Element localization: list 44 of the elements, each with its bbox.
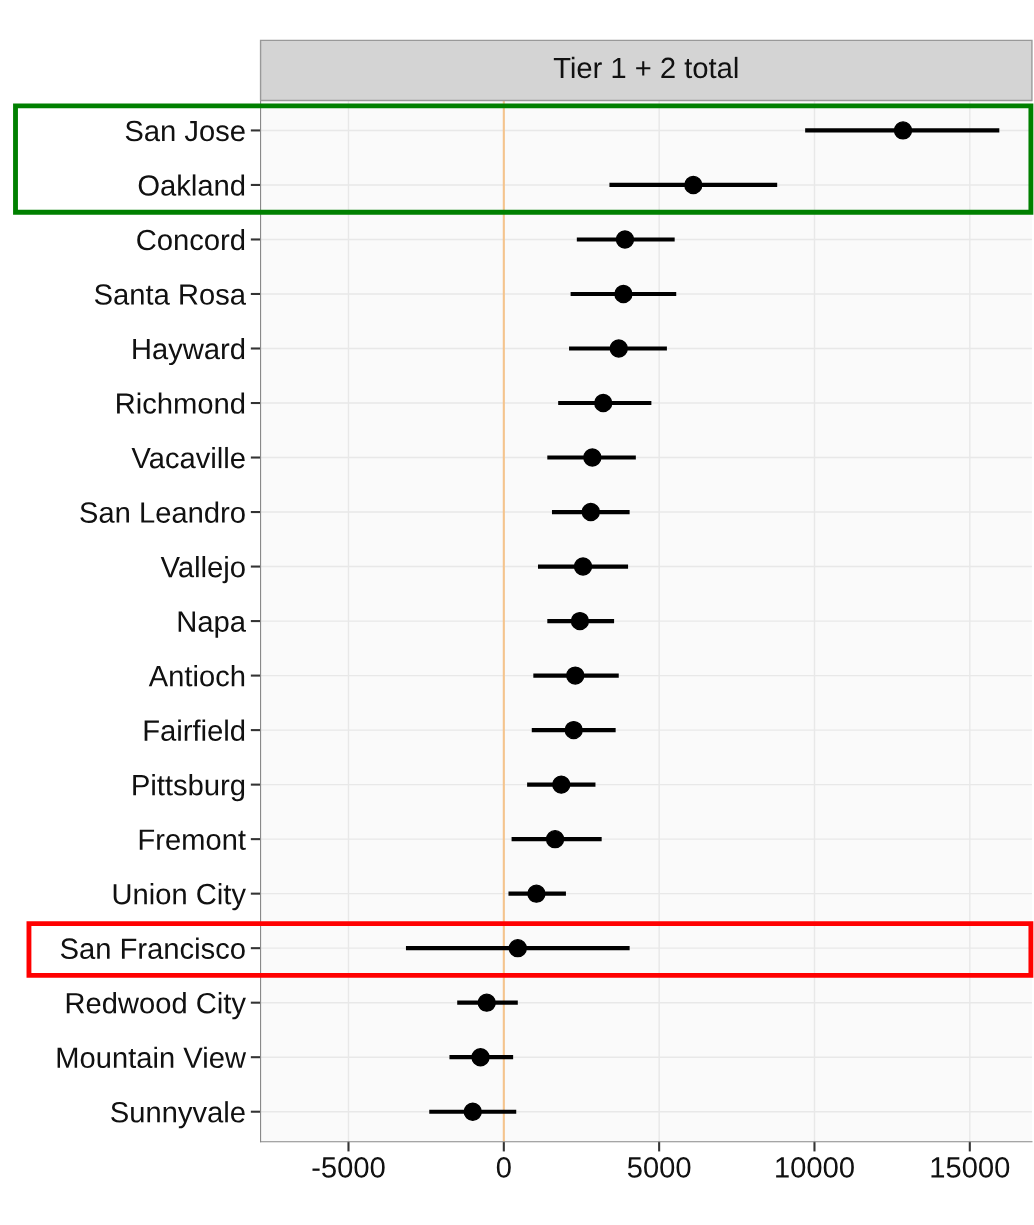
point xyxy=(609,339,628,358)
x-tick-label: 15000 xyxy=(931,1157,1010,1178)
y-tick-label: Union City xyxy=(113,883,246,911)
x-tick-label: 5000 xyxy=(627,1157,691,1178)
y-tick-label: Pittsburg xyxy=(133,774,245,802)
point xyxy=(573,557,593,576)
y-tick-label: San Leandro xyxy=(80,501,245,523)
y-tick-label: Napa xyxy=(178,611,246,638)
point xyxy=(471,1048,490,1067)
chart-title: Tier 1 + 2 total xyxy=(553,56,738,79)
y-tick-label: Vacaville xyxy=(131,446,245,469)
point xyxy=(684,175,703,195)
y-tick-label: San Francisco xyxy=(60,937,245,960)
y-tick-label: Richmond xyxy=(117,392,245,414)
y-tick-label: Sunnyvale xyxy=(111,1101,245,1129)
point xyxy=(594,393,613,413)
point xyxy=(552,775,571,794)
x-tick-label: 0 xyxy=(496,1157,511,1178)
y-tick-label: Antioch xyxy=(148,665,245,687)
y-tick-label: Santa Rosa xyxy=(94,284,246,305)
point xyxy=(564,720,583,740)
y-tick-label: San Jose xyxy=(125,120,245,142)
y-tick-label: Oakland xyxy=(138,174,245,196)
y-tick-label: Mountain View xyxy=(57,1046,247,1069)
y-tick-label: Fremont xyxy=(139,829,246,850)
y-tick-label: Fairfield xyxy=(144,719,245,741)
point xyxy=(583,448,602,467)
point xyxy=(581,502,600,522)
point xyxy=(566,666,585,685)
point xyxy=(615,230,635,249)
point xyxy=(508,938,527,958)
point xyxy=(527,884,546,903)
point xyxy=(463,1102,482,1121)
x-tick-label: -5000 xyxy=(312,1157,385,1178)
point xyxy=(893,121,913,140)
point xyxy=(545,829,565,849)
y-tick-label: Concord xyxy=(137,228,245,251)
point xyxy=(570,611,590,631)
y-tick-label: Redwood City xyxy=(66,992,246,1020)
point xyxy=(614,284,633,304)
y-tick-label: Vallejo xyxy=(160,555,245,584)
x-tick-label: 10000 xyxy=(776,1157,854,1178)
y-tick-label: Hayward xyxy=(133,337,245,366)
point xyxy=(477,993,496,1012)
